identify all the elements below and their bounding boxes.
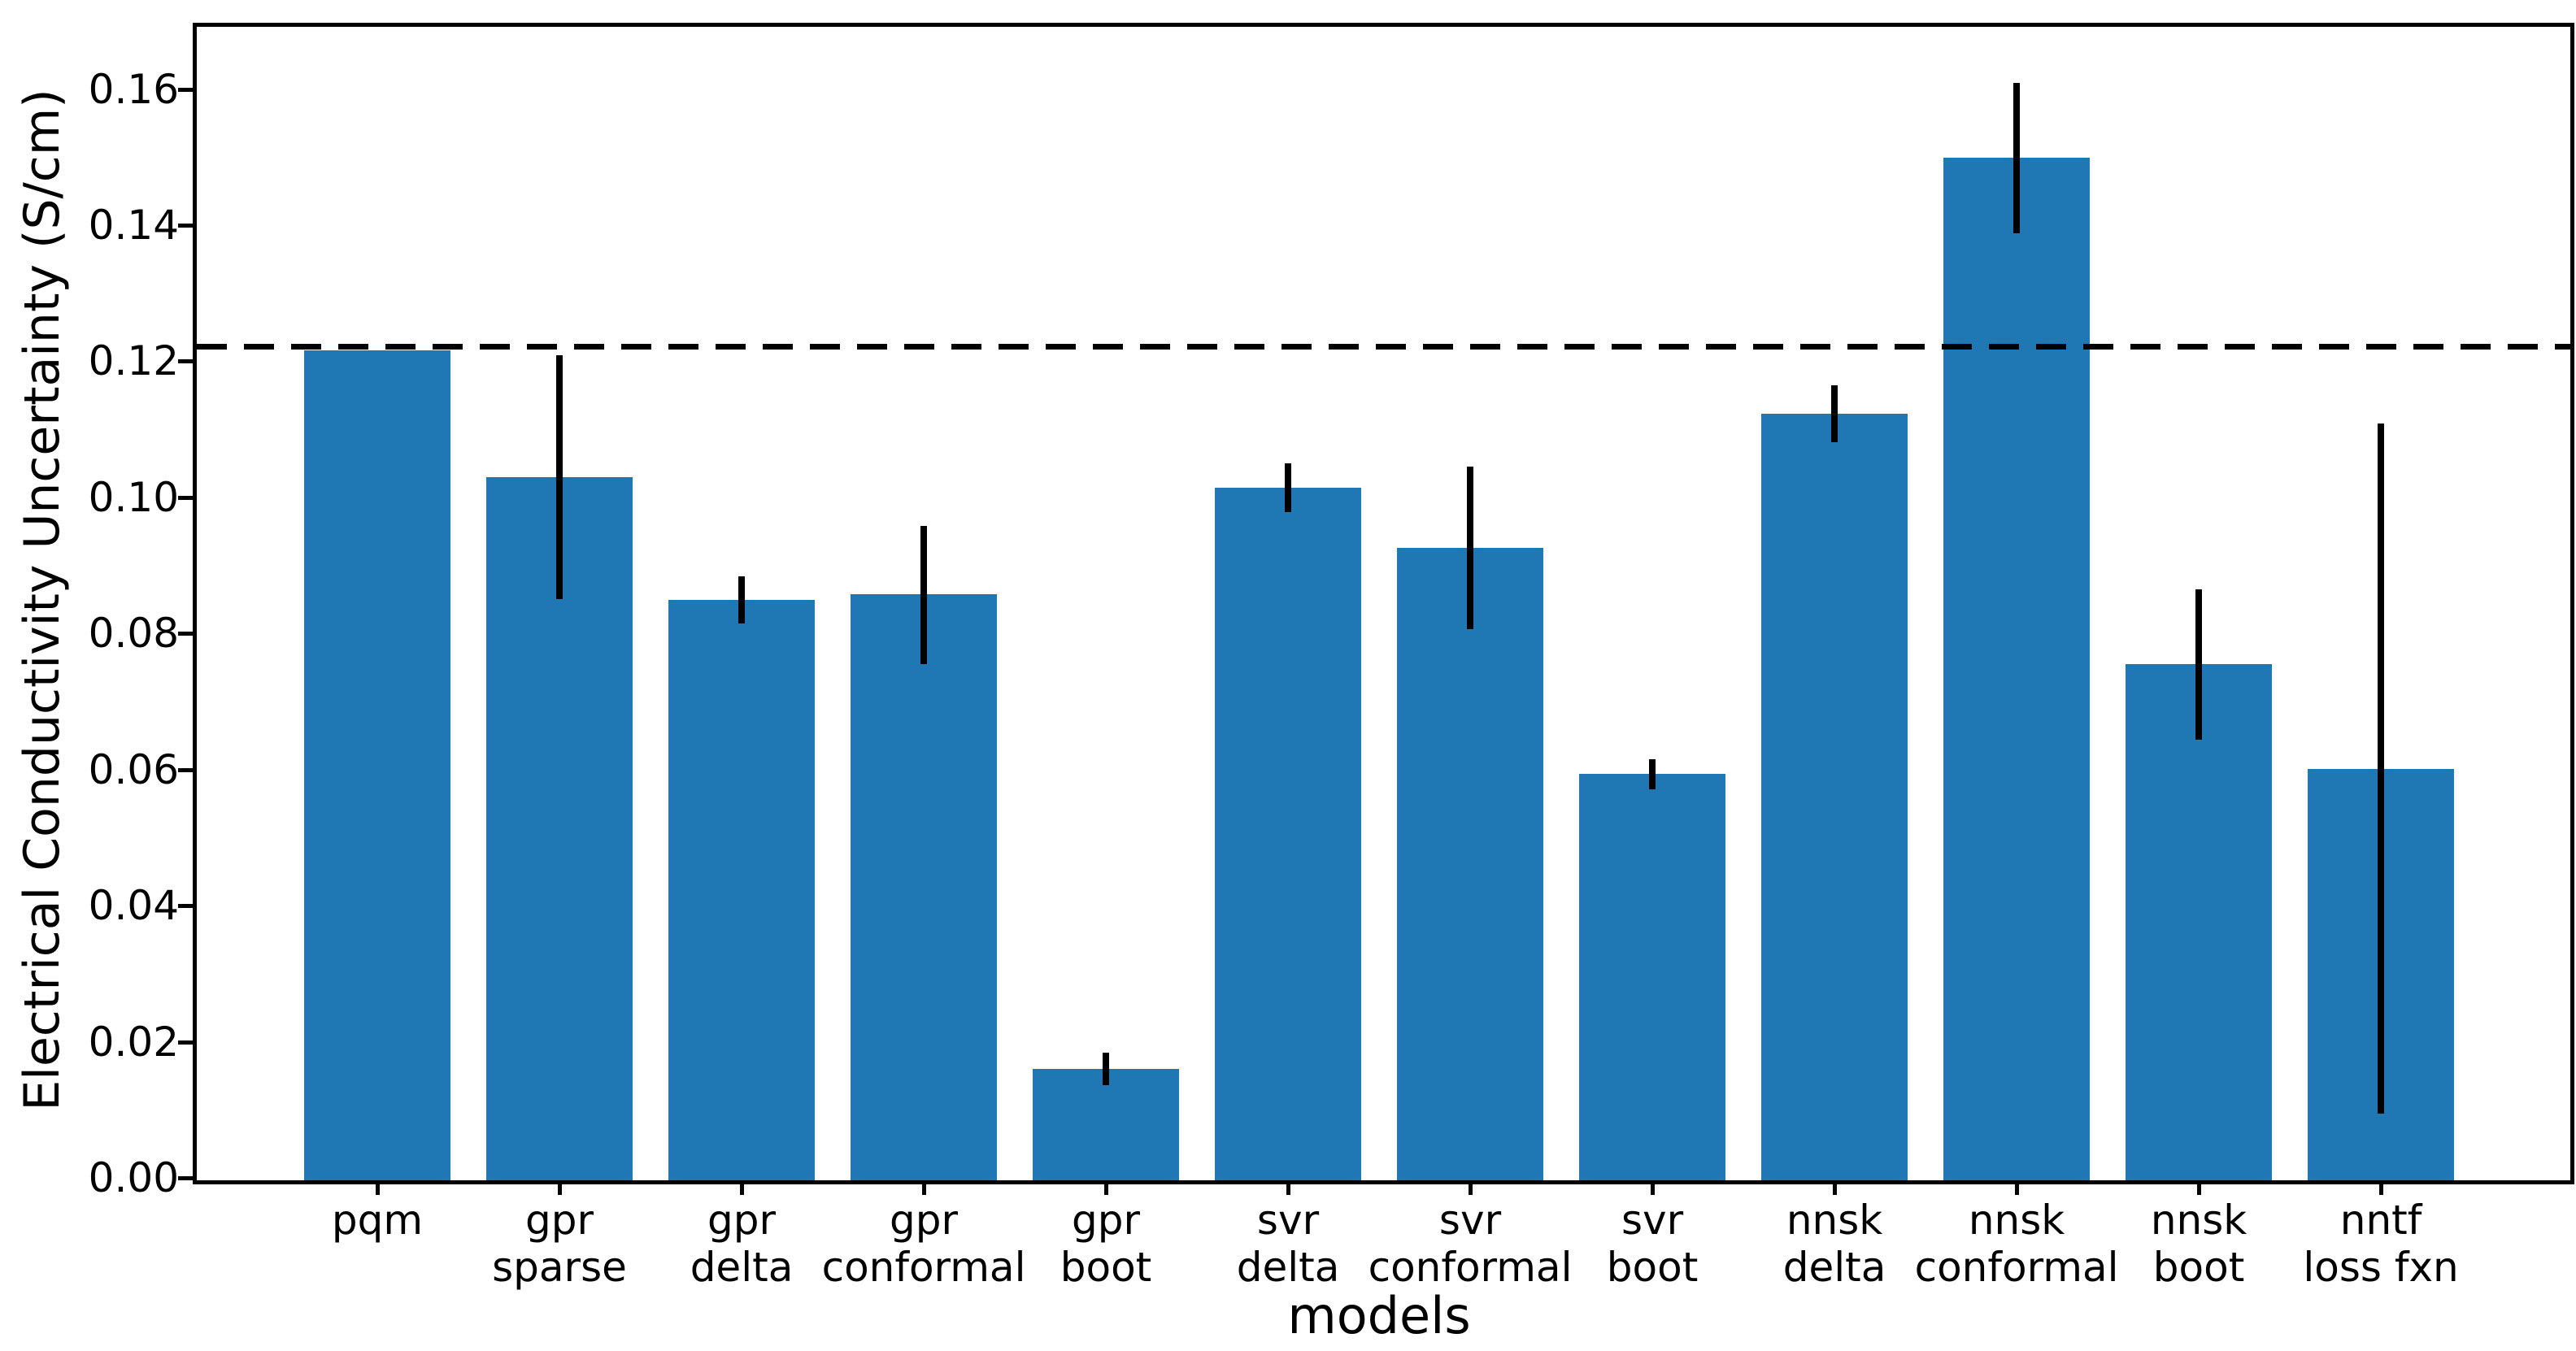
bar-pqm — [304, 350, 450, 1180]
y-tick-label: 0.06 — [88, 745, 179, 793]
y-tick-mark — [178, 223, 193, 228]
y-tick-mark — [178, 1040, 193, 1045]
y-tick-mark — [178, 767, 193, 772]
x-tick-label: gpr sparse — [492, 1197, 627, 1291]
y-tick-mark — [178, 1176, 193, 1180]
error-bar — [738, 576, 746, 624]
bar-svr-delta — [1215, 487, 1362, 1180]
bar-gpr-boot — [1033, 1068, 1180, 1180]
bar-svr-boot — [1579, 774, 1726, 1180]
y-tick-mark — [178, 359, 193, 364]
y-tick-label: 0.02 — [88, 1018, 179, 1066]
x-tick-label: gpr boot — [1060, 1197, 1152, 1291]
x-tick-mark — [1286, 1180, 1290, 1195]
x-tick-mark — [1650, 1180, 1655, 1195]
error-bar — [1649, 758, 1656, 789]
error-bar — [920, 526, 928, 664]
x-tick-mark — [2378, 1180, 2383, 1195]
x-tick-label: svr delta — [1236, 1197, 1340, 1291]
x-tick-mark — [375, 1180, 380, 1195]
y-tick-mark — [178, 87, 193, 92]
x-tick-label: pqm — [331, 1197, 424, 1244]
error-bar — [556, 354, 564, 600]
x-tick-label: svr conformal — [1368, 1197, 1573, 1291]
error-bar — [1467, 466, 1474, 629]
y-axis-label: Electrical Conductivity Uncertainty (S/c… — [14, 89, 71, 1111]
y-tick-mark — [178, 495, 193, 500]
reference-dashed-line — [197, 344, 2570, 350]
y-tick-label: 0.04 — [88, 882, 179, 930]
x-tick-label: gpr delta — [690, 1197, 794, 1291]
bar-gpr-delta — [668, 599, 816, 1180]
bar-svr-conformal — [1397, 548, 1544, 1180]
x-tick-mark — [921, 1180, 926, 1195]
error-bar — [2378, 424, 2385, 1114]
error-bar — [2013, 83, 2021, 233]
x-tick-label: nnsk delta — [1782, 1197, 1886, 1291]
y-tick-mark — [178, 904, 193, 909]
error-bar — [1285, 463, 1292, 512]
bar-gpr-conformal — [851, 594, 998, 1180]
y-tick-label: 0.00 — [88, 1154, 179, 1201]
y-tick-mark — [178, 632, 193, 636]
x-tick-mark — [2014, 1180, 2019, 1195]
y-tick-label: 0.10 — [88, 473, 179, 521]
error-bar — [1831, 385, 1838, 442]
x-tick-label: svr boot — [1606, 1197, 1699, 1291]
y-tick-label: 0.14 — [88, 201, 179, 249]
y-tick-label: 0.12 — [88, 337, 179, 385]
error-bar — [2195, 589, 2203, 740]
bar-nnsk-conformal — [1943, 157, 2091, 1180]
error-bar — [1103, 1052, 1110, 1085]
bar-nnsk-boot — [2126, 664, 2273, 1180]
x-tick-mark — [2196, 1180, 2201, 1195]
x-tick-mark — [739, 1180, 744, 1195]
x-tick-mark — [1468, 1180, 1473, 1195]
y-tick-label: 0.16 — [88, 65, 179, 113]
x-tick-mark — [557, 1180, 562, 1195]
bar-nnsk-delta — [1761, 414, 1908, 1180]
x-tick-label: nnsk conformal — [1914, 1197, 2119, 1291]
x-tick-label: nntf loss fxn — [2303, 1197, 2459, 1291]
plot-area — [193, 23, 2574, 1184]
x-tick-mark — [1103, 1180, 1108, 1195]
y-tick-label: 0.08 — [88, 610, 179, 658]
x-axis-label: models — [1287, 1286, 1471, 1345]
x-tick-mark — [1832, 1180, 1837, 1195]
x-tick-label: nnsk boot — [2150, 1197, 2247, 1291]
x-tick-label: gpr conformal — [821, 1197, 1026, 1291]
